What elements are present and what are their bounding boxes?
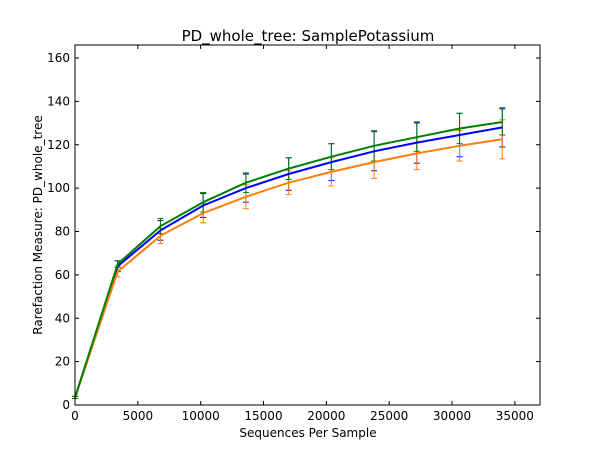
y-tick-label: 80 <box>55 225 70 239</box>
chart-title: PD_whole_tree: SamplePotassium <box>182 27 435 46</box>
x-tick-label: 0 <box>71 409 79 423</box>
y-tick-label: 100 <box>47 181 70 195</box>
y-tick-label: 60 <box>55 268 70 282</box>
x-tick-label: 5000 <box>123 409 154 423</box>
y-tick-label: 20 <box>55 355 70 369</box>
x-tick-label: 15000 <box>244 409 282 423</box>
y-tick-label: 0 <box>62 398 70 412</box>
x-tick-label: 20000 <box>307 409 345 423</box>
plot-area: 0 5000 10000 15000 20000 25000 30000 35000 0 20 40… <box>47 45 540 423</box>
y-axis-label: Rarefaction Measure: PD_whole_tree <box>31 115 45 334</box>
series-line <box>74 138 503 398</box>
y-tick-label: 40 <box>55 311 70 325</box>
y-tick-label: 140 <box>47 94 70 108</box>
series-line <box>74 126 503 398</box>
x-axis-label: Sequences Per Sample <box>239 426 376 440</box>
y-tick-label: 160 <box>47 51 70 65</box>
plot-frame <box>74 44 541 406</box>
series-line <box>74 121 503 398</box>
x-tick-label: 35000 <box>496 409 534 423</box>
x-tick-label: 30000 <box>433 409 471 423</box>
y-tick-label: 120 <box>47 138 70 152</box>
x-tick-label: 10000 <box>182 409 220 423</box>
x-tick-label: 25000 <box>370 409 408 423</box>
